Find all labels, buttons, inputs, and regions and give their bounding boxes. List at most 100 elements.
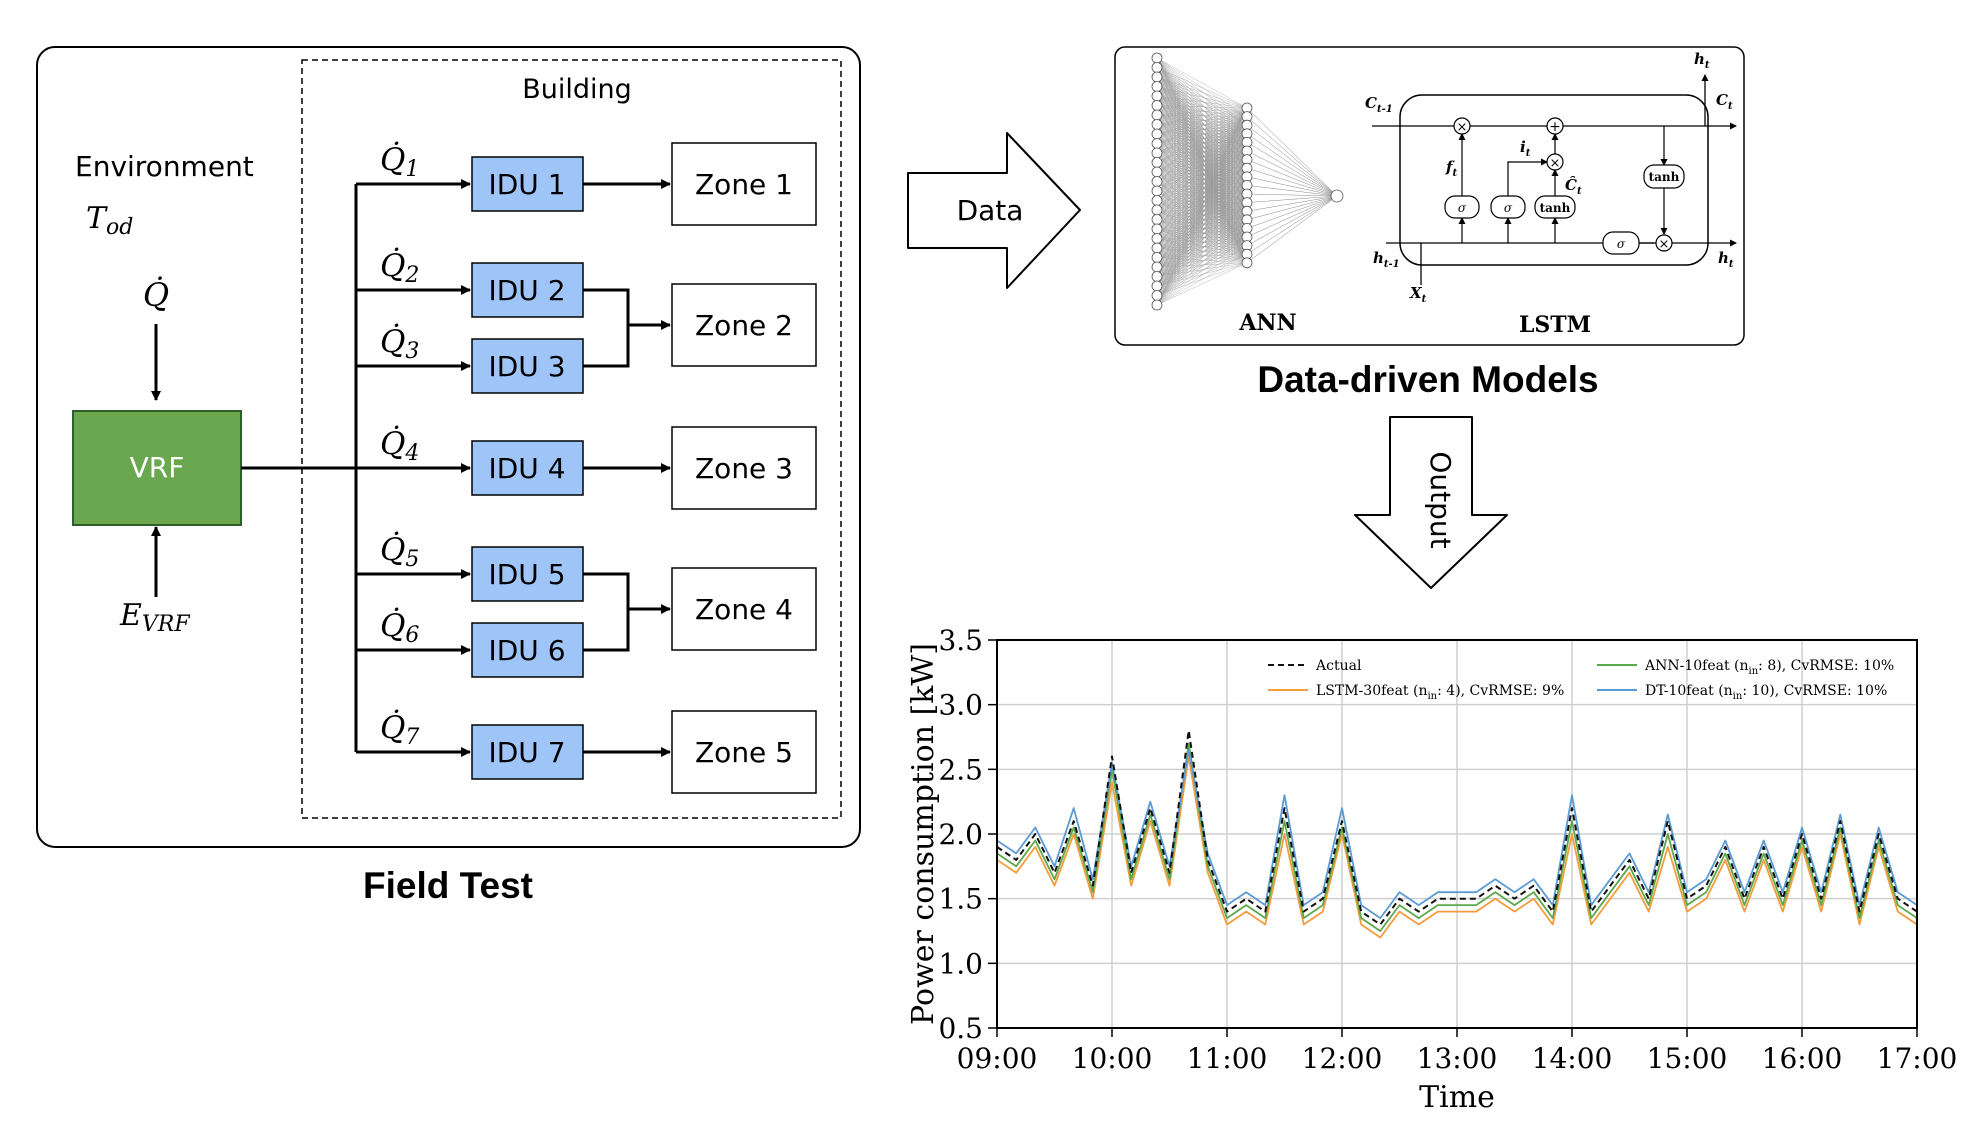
ann-input-node: [1151, 109, 1163, 121]
data-arrow-shape: [907, 132, 1081, 289]
ann-weight: [1156, 95, 1248, 117]
ann-input-node: [1151, 242, 1163, 254]
ann-weight: [1156, 236, 1248, 296]
output-arrow-label: Output: [1424, 451, 1457, 548]
data-arrow-label: Data: [957, 194, 1024, 227]
ann-weight: [1156, 168, 1248, 268]
h-out-label: ht: [1718, 249, 1734, 270]
lstm-cell-border: [1399, 94, 1709, 266]
ann-weight: [1246, 176, 1338, 197]
ann-weight: [1156, 114, 1248, 117]
heat-rate-label: Q̇: [143, 276, 169, 314]
ann-weight: [1156, 176, 1248, 277]
ann-input-node: [1151, 233, 1163, 244]
idu-box: [471, 622, 584, 678]
ann-weight: [1156, 150, 1248, 258]
idu-box: [471, 338, 584, 394]
zone-group: Zone 1 Zone 2 Zone 3 Zone 4 Zone 5: [583, 142, 817, 794]
output-sigma-gate: [1602, 231, 1640, 255]
ann-weight: [1156, 86, 1248, 109]
ann-weight: [1246, 133, 1338, 197]
ann-weight: [1156, 150, 1248, 230]
h-top-label: ht: [1694, 50, 1710, 71]
ann-weight: [1156, 95, 1248, 109]
ann-weight: [1156, 107, 1248, 201]
svg-text:tanh: tanh: [1649, 170, 1680, 184]
ann-weight: [1156, 125, 1248, 258]
forget-multiply-op: [1453, 117, 1471, 135]
x-tick-label: 16:00: [1762, 1042, 1843, 1075]
ann-weight: [1156, 236, 1248, 306]
zone-merge-bracket: [583, 288, 630, 368]
ann-weight: [1156, 150, 1248, 268]
ann-weight: [1246, 167, 1338, 197]
ann-input-node: [1151, 138, 1163, 149]
output-multiply-op: [1655, 234, 1673, 252]
ann-input-node: [1151, 157, 1163, 168]
ann-weight: [1156, 211, 1248, 306]
ann-weight: [1156, 116, 1248, 306]
ann-weight: [1156, 116, 1248, 144]
ann-weight: [1156, 193, 1248, 268]
ann-weight: [1156, 133, 1248, 268]
field-test-border: [36, 46, 861, 848]
x-tick-label: 09:00: [957, 1042, 1038, 1075]
ann-weight: [1156, 193, 1248, 249]
ann-weight: [1156, 193, 1248, 230]
ann-weight: [1156, 133, 1248, 258]
ann-weight: [1156, 125, 1248, 249]
ann-weight: [1156, 168, 1248, 230]
ann-weight: [1156, 168, 1248, 296]
ann-weight: [1156, 107, 1248, 239]
ann-weight: [1156, 159, 1248, 230]
ann-weight: [1156, 185, 1248, 230]
ann-input-node: [1151, 299, 1163, 311]
ann-weight: [1156, 176, 1248, 268]
ann-weight: [1156, 133, 1248, 277]
building-boundary: [301, 59, 842, 819]
series-line-1: [996, 755, 1918, 939]
ann-weight: [1156, 262, 1248, 296]
ann-weight: [1156, 116, 1248, 154]
ann-hidden-node: [1241, 257, 1253, 269]
ann-weight: [1156, 125, 1248, 268]
zone-label: Zone 5: [695, 736, 793, 769]
ann-weight: [1156, 150, 1248, 249]
legend-entry: ANN-10feat (nin: 8), CvRMSE: 10%: [1644, 658, 1894, 677]
ann-weight: [1156, 133, 1248, 239]
ann-weight: [1156, 193, 1248, 306]
ann-output-node: [1330, 189, 1344, 203]
outdoor-temperature-label: Tod: [86, 201, 133, 240]
idu-box: [471, 724, 584, 780]
svg-text:+: +: [1549, 119, 1561, 135]
ann-weight: [1156, 107, 1248, 258]
ann-weight: [1156, 168, 1248, 287]
ann-weight: [1156, 159, 1248, 239]
ann-weight: [1156, 116, 1248, 173]
ann-input-node: [1151, 252, 1163, 263]
ann-weight: [1246, 195, 1338, 238]
c-t-label: Ct: [1716, 91, 1733, 112]
chart-legend: Actual LSTM-30feat (nin: 4), CvRMSE: 9% AN…: [1268, 658, 1894, 702]
ann-weight: [1156, 159, 1248, 277]
ann-weight: [1156, 116, 1248, 201]
ann-weight: [1246, 195, 1338, 264]
ann-weight: [1246, 142, 1338, 197]
ann-weight: [1156, 150, 1248, 277]
zone-merge-bracket: [583, 572, 630, 652]
x-t-label: Xt: [1409, 284, 1427, 305]
y-tick-label: 1.0: [938, 947, 983, 980]
ann-weight: [1156, 176, 1248, 306]
idu-label: IDU 1: [488, 168, 565, 201]
ann-input-node: [1151, 119, 1163, 130]
field-test-title: Field Test: [363, 865, 533, 906]
ann-weight: [1156, 142, 1248, 296]
ann-weight: [1156, 105, 1248, 117]
x-tick-label: 15:00: [1647, 1042, 1728, 1075]
x-tick-label: 17:00: [1877, 1042, 1958, 1075]
ann-weight: [1156, 107, 1248, 154]
ann-input-node: [1151, 128, 1163, 140]
ann-weight: [1246, 107, 1338, 197]
ann-weight: [1156, 176, 1248, 230]
y-axis-label: Power consumption [kW]: [906, 643, 941, 1025]
